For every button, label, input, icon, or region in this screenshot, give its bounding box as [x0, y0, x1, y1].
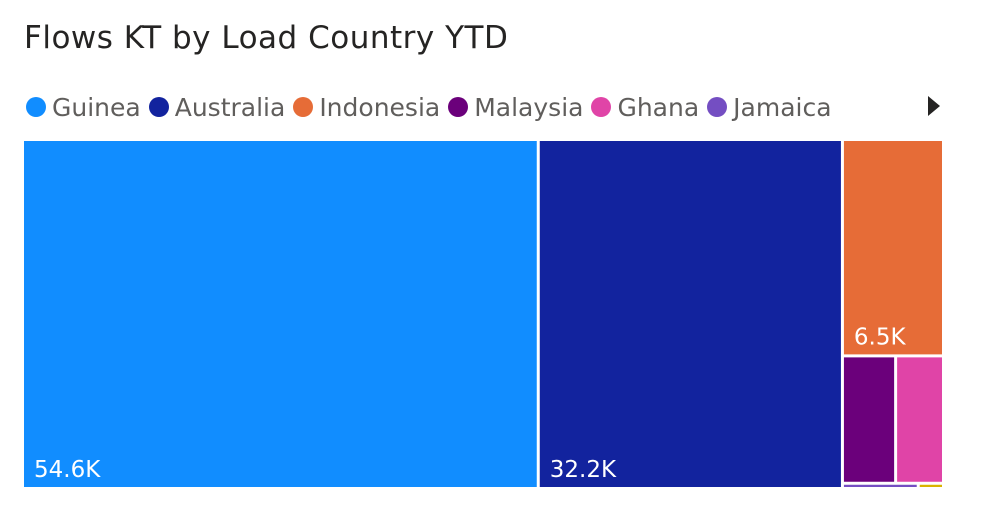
legend-marker	[448, 97, 469, 117]
legend-marker	[293, 97, 314, 117]
treemap-tile-indonesia[interactable]	[843, 141, 942, 355]
legend-label: Malaysia	[474, 92, 584, 122]
treemap-tile-jamaica[interactable]	[843, 484, 917, 487]
legend-item-australia[interactable]: Australia	[148, 92, 286, 122]
legend-item-indonesia[interactable]: Indonesia	[293, 93, 440, 122]
legend-label: Jamaica	[733, 92, 832, 122]
legend-next-arrow-icon[interactable]	[928, 96, 940, 116]
data-label-guinea: 54.6K	[34, 457, 101, 483]
legend-item-ghana[interactable]: Ghana	[591, 93, 699, 122]
treemap-tile-other[interactable]	[919, 484, 942, 487]
treemap-tile-ghana[interactable]	[897, 357, 942, 482]
legend-item-malaysia[interactable]: Malaysia	[448, 93, 583, 122]
legend: Guinea Australia Indonesia Malaysia Ghan…	[26, 90, 840, 124]
legend-marker	[26, 97, 46, 117]
data-label-indonesia: 6.5K	[854, 324, 907, 350]
treemap-tile-guinea[interactable]	[24, 141, 537, 487]
legend-marker	[707, 97, 728, 117]
legend-item-jamaica[interactable]: Jamaica	[707, 92, 832, 122]
legend-label: Australia	[174, 92, 286, 122]
legend-label: Ghana	[617, 92, 700, 122]
legend-label: Guinea	[52, 92, 141, 122]
treemap-tile-malaysia[interactable]	[843, 357, 895, 482]
legend-item-guinea[interactable]: Guinea	[26, 93, 141, 122]
legend-label: Indonesia	[319, 92, 441, 122]
legend-marker	[591, 97, 612, 117]
legend-marker	[148, 97, 169, 117]
data-label-australia: 32.2K	[550, 457, 617, 483]
chart-title: Flows KT by Load Country YTD	[24, 20, 509, 56]
treemap-tile-australia[interactable]	[539, 141, 841, 487]
